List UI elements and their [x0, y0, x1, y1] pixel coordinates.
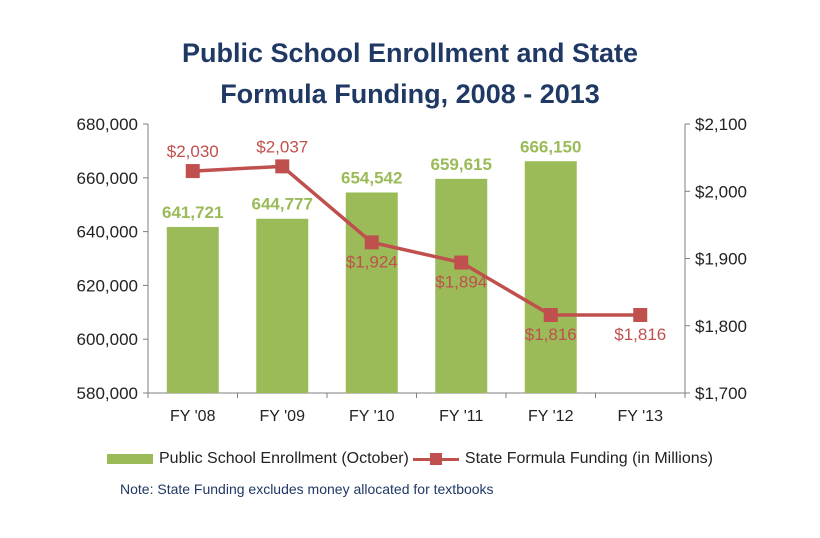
right-axis-tick-label: $1,900 — [695, 250, 747, 269]
left-axis-tick-label: 580,000 — [77, 384, 138, 403]
data-label-funding: $1,924 — [346, 252, 398, 271]
right-axis-tick-label: $2,000 — [695, 182, 747, 201]
bar-enrollment — [256, 218, 309, 393]
data-label-enrollment: 644,777 — [252, 195, 313, 214]
marker-funding — [275, 159, 290, 174]
chart-note: Note: State Funding excludes money alloc… — [120, 481, 494, 497]
left-axis-tick-label: 680,000 — [77, 115, 138, 134]
data-label-enrollment: 659,615 — [431, 155, 492, 174]
right-axis-tick-label: $2,100 — [695, 115, 747, 134]
x-axis-tick-label: FY '09 — [260, 408, 306, 425]
data-label-enrollment: 641,721 — [162, 203, 223, 222]
legend-item-enrollment: Public School Enrollment (October) — [107, 450, 409, 468]
x-axis-tick-label: FY '12 — [528, 408, 574, 425]
bar-enrollment — [524, 161, 577, 393]
marker-funding — [364, 235, 379, 250]
right-axis-tick-label: $1,700 — [695, 384, 747, 403]
left-axis-tick-label: 660,000 — [77, 169, 138, 188]
data-label-funding: $1,894 — [435, 273, 487, 292]
marker-funding — [454, 255, 469, 270]
legend-item-funding: State Formula Funding (in Millions) — [409, 450, 713, 468]
legend-label-funding: State Formula Funding (in Millions) — [464, 450, 713, 467]
data-label-funding: $1,816 — [525, 325, 577, 344]
x-axis-tick-label: FY '10 — [349, 408, 395, 425]
marker-funding — [633, 307, 648, 322]
marker-funding — [543, 307, 558, 322]
x-axis-tick-label: FY '11 — [439, 408, 483, 425]
data-label-enrollment: 654,542 — [341, 168, 402, 187]
data-label-funding: $1,816 — [614, 325, 666, 344]
data-label-funding: $2,037 — [256, 137, 308, 156]
line-funding — [192, 164, 641, 317]
bar-enrollment — [166, 226, 219, 393]
legend-label-enrollment: Public School Enrollment (October) — [159, 450, 409, 467]
legend-bar-swatch — [107, 454, 153, 464]
left-axis-tick-label: 620,000 — [77, 276, 138, 295]
data-label-funding: $2,030 — [167, 142, 219, 161]
x-axis-tick-label: FY '08 — [170, 408, 216, 425]
bar-enrollment — [435, 178, 488, 393]
legend: Public School Enrollment (October) State… — [0, 448, 820, 470]
bar-enrollment — [345, 192, 398, 393]
chart-title-line-2: Formula Funding, 2008 - 2013 — [220, 79, 600, 109]
left-axis-tick-label: 640,000 — [77, 223, 138, 242]
x-axis-tick-label: FY '13 — [618, 408, 664, 425]
legend-line-swatch — [412, 453, 459, 465]
marker-funding — [185, 164, 200, 179]
right-axis-tick-label: $1,800 — [695, 317, 747, 336]
data-label-enrollment: 666,150 — [520, 137, 581, 156]
chart-title-line-1: Public School Enrollment and State — [181, 38, 639, 68]
left-axis-tick-label: 600,000 — [77, 330, 138, 349]
